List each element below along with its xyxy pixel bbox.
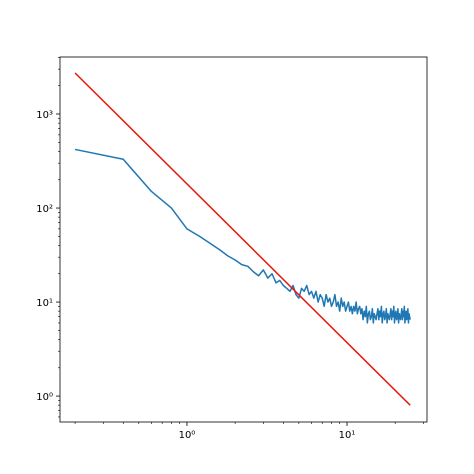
y-tick-label: 10³ xyxy=(36,110,53,121)
y-tick-label: 10¹ xyxy=(36,298,53,309)
y-tick-label: 10² xyxy=(36,204,53,215)
plot-frame xyxy=(59,56,428,423)
y-tick-label: 10⁰ xyxy=(36,392,53,403)
x-tick-label: 10¹ xyxy=(339,430,356,441)
line-series xyxy=(74,72,411,406)
line-series xyxy=(74,148,411,324)
x-tick-label: 10⁰ xyxy=(179,430,196,441)
